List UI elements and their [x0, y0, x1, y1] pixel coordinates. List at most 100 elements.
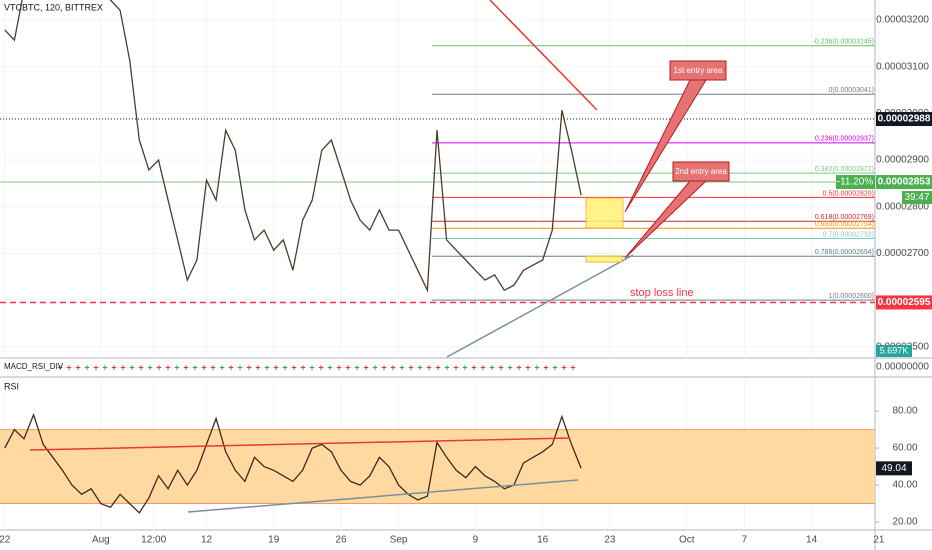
x-tick-label: 19 — [268, 535, 280, 546]
signal-marker: + — [273, 362, 278, 372]
symbol-title: VTCBTC, 120, BITTREX — [4, 2, 103, 12]
signal-marker: + — [210, 362, 215, 372]
price-badge — [876, 175, 932, 190]
signal-marker: + — [219, 362, 224, 372]
entry-zone — [585, 197, 624, 229]
countdown-label: 39:47 — [904, 192, 929, 203]
x-tick-label: 16 — [537, 535, 549, 546]
signal-marker: + — [417, 362, 422, 372]
signal-marker: + — [291, 362, 296, 372]
signal-marker: + — [399, 362, 404, 372]
signal-marker: + — [300, 362, 305, 372]
change-badge — [836, 175, 875, 190]
countdown-badge — [902, 191, 932, 205]
signal-marker: + — [453, 362, 458, 372]
x-tick-label: Sep — [390, 535, 408, 546]
signal-marker: + — [507, 362, 512, 372]
price-badge-label: 0.00002988 — [878, 114, 931, 125]
signal-marker: + — [255, 362, 260, 372]
volume-label: 5.697K — [880, 345, 909, 355]
rsi-tick-label: 80.00 — [892, 406, 917, 417]
signal-marker: + — [471, 362, 476, 372]
rsi-last-label: 49.04 — [881, 463, 906, 474]
zero-label: 0.00000000 — [876, 362, 929, 373]
rsi-trend-line — [187, 479, 579, 513]
fib-label: 0.786(0.00002694) — [815, 249, 874, 256]
x-tick-label: 12 — [201, 535, 213, 546]
signal-marker: + — [201, 362, 206, 372]
signal-marker: + — [462, 362, 467, 372]
price-badge — [876, 295, 932, 310]
signal-marker: + — [147, 362, 152, 372]
x-tick-label: 12:00 — [141, 535, 166, 546]
indicator-label: MACD_RSI_DIV — [4, 362, 64, 371]
x-tick-label: Aug — [92, 535, 110, 546]
y-tick-label: 0.00002700 — [876, 248, 929, 259]
signal-marker: + — [84, 362, 89, 372]
fib-label: 0.650(0.00002754) — [815, 221, 874, 228]
fib-label: 0.5(0.00002820) — [823, 190, 874, 197]
signal-marker: + — [354, 362, 359, 372]
fib-label: 0.7(0.00002732) — [823, 231, 874, 238]
rsi-tick-label: 40.00 — [892, 480, 917, 491]
signal-marker: + — [102, 362, 107, 372]
fib-label: -0.236(0.00003145) — [813, 39, 875, 46]
y-tick-label: 0.00002900 — [876, 155, 929, 166]
y-tick-label: 0.00003100 — [876, 61, 929, 72]
price-badge-label: 0.00002853 — [878, 177, 931, 188]
signal-marker: + — [93, 362, 98, 372]
signal-marker: + — [309, 362, 314, 372]
signal-marker: + — [75, 362, 80, 372]
signal-marker: + — [246, 362, 251, 372]
price-line-series — [4, 0, 582, 293]
signal-marker: + — [264, 362, 269, 372]
fib-label: 0.382(0.00002872) — [815, 166, 874, 173]
signal-marker: + — [363, 362, 368, 372]
rsi-last-badge — [876, 461, 912, 476]
price-badge-label: 0.00002595 — [878, 297, 931, 308]
signal-marker: + — [192, 362, 197, 372]
signal-marker: + — [498, 362, 503, 372]
signal-marker: + — [156, 362, 161, 372]
x-tick-label: 23 — [604, 535, 616, 546]
signal-marker: + — [534, 362, 539, 372]
signal-marker: + — [327, 362, 332, 372]
signal-marker: + — [552, 362, 557, 372]
callout-text: 1st entry area — [674, 66, 723, 75]
signal-marker: + — [111, 362, 116, 372]
signal-marker: + — [129, 362, 134, 372]
price-badge — [876, 112, 932, 127]
rsi-line — [4, 412, 582, 514]
y-tick-label: 0.00002800 — [876, 201, 929, 212]
fib-label: 0.236(0.00002937) — [815, 136, 874, 143]
signal-marker: + — [516, 362, 521, 372]
signal-marker: + — [282, 362, 287, 372]
x-tick-label: 14 — [806, 535, 818, 546]
signal-marker: + — [336, 362, 341, 372]
signal-marker: + — [120, 362, 125, 372]
signal-marker: + — [435, 362, 440, 372]
fib-label: 0.618(0.00002769) — [815, 214, 874, 221]
y-tick-label: 0.00003200 — [876, 15, 929, 26]
signal-marker: + — [318, 362, 323, 372]
change-label: -11.20% — [837, 177, 874, 188]
signal-marker: + — [372, 362, 377, 372]
signal-marker: + — [408, 362, 413, 372]
fib-label: 1(0.00002600) — [828, 293, 874, 300]
signal-marker: + — [66, 362, 71, 372]
signal-marker: + — [183, 362, 188, 372]
rsi-tick-label: 20.00 — [892, 517, 917, 528]
rsi-tick-label: 60.00 — [892, 443, 917, 454]
signal-marker: + — [165, 362, 170, 372]
signal-marker: + — [237, 362, 242, 372]
stop-loss-label: stop loss line — [630, 287, 694, 299]
signal-marker: + — [525, 362, 530, 372]
signal-marker: + — [381, 362, 386, 372]
callout-box — [672, 161, 730, 182]
callout-text: 2nd entry area — [675, 167, 727, 176]
signal-marker: + — [390, 362, 395, 372]
trend-line — [446, 254, 634, 358]
fib-label: 0(0.00003041) — [828, 87, 874, 94]
rsi-title: RSI — [4, 381, 19, 391]
